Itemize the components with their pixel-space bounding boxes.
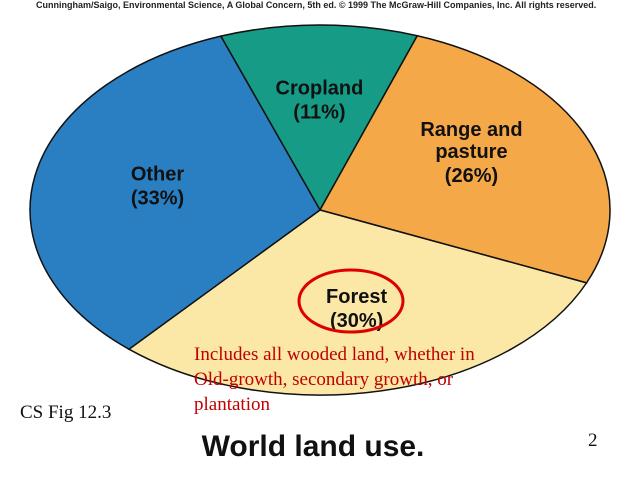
slice-value-label: (11%) bbox=[293, 102, 345, 124]
pie-slice bbox=[318, 34, 611, 284]
chart-title: World land use. bbox=[202, 430, 425, 463]
slide-number: 2 bbox=[588, 430, 598, 451]
annotation-line: Old-growth, secondary growth, or bbox=[194, 369, 454, 390]
highlight-ring bbox=[297, 268, 405, 334]
annotation: Includes all wooded land, whether in Old-… bbox=[194, 344, 475, 415]
annotation-line: Includes all wooded land, whether in bbox=[194, 344, 475, 365]
slice-value-label: (30%) bbox=[330, 310, 383, 332]
figure-label: CS Fig 12.3 bbox=[20, 402, 111, 423]
slice-label: Range and pasture bbox=[420, 119, 522, 163]
slice-value-label: (33%) bbox=[131, 188, 184, 210]
header: Cunningham/Saigo, Environmental Science,… bbox=[36, 0, 596, 10]
slice-value-label: (26%) bbox=[445, 165, 498, 187]
pie: Cropland(11%) Range and pasture(26%) Forest… bbox=[29, 24, 611, 396]
slice-label: Forest bbox=[326, 286, 387, 308]
pie-slice bbox=[29, 35, 321, 351]
pie-slice bbox=[219, 24, 419, 212]
annotation-line: plantation bbox=[194, 394, 270, 415]
slice-label: Cropland bbox=[276, 78, 364, 100]
slice-label: Other bbox=[131, 164, 185, 186]
pie-slice bbox=[127, 209, 588, 396]
